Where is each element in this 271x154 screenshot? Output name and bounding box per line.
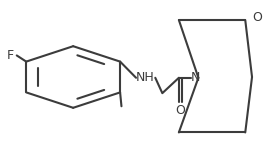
Text: O: O [176,104,185,117]
Text: NH: NH [136,71,154,84]
Text: N: N [191,71,200,84]
Text: F: F [7,49,14,62]
Text: O: O [253,11,262,24]
